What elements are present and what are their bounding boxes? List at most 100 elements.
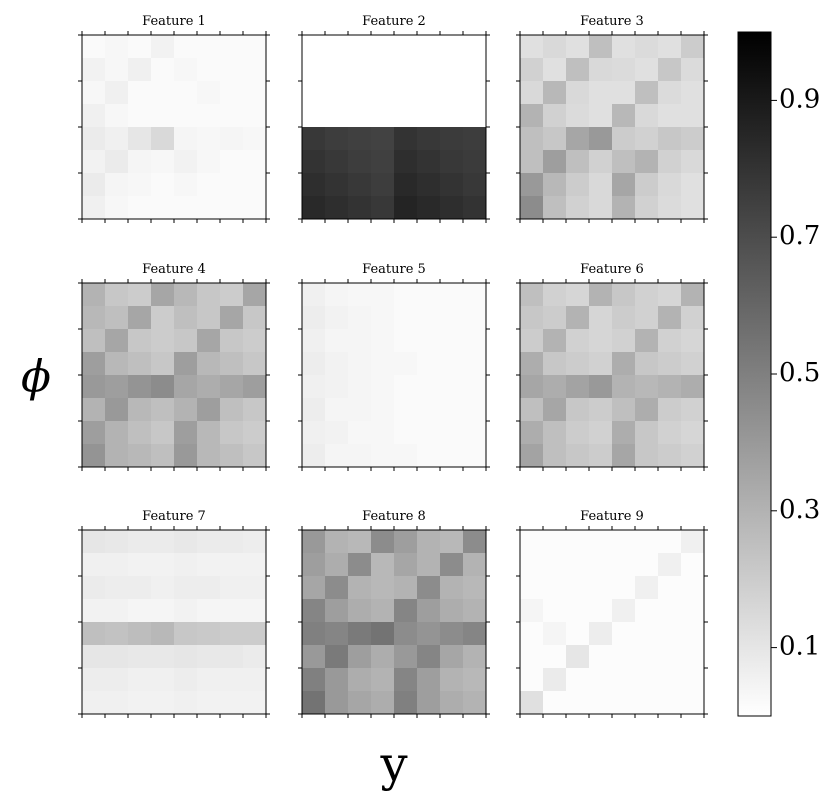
cell [128,104,152,128]
cell [543,576,567,600]
cell [394,622,418,646]
cell [394,150,418,174]
cell [371,306,395,330]
panel-title: Feature 5 [362,262,426,277]
cell [348,104,372,128]
cell [105,398,129,422]
cell [543,127,567,151]
cell [174,58,198,82]
cell [325,375,349,399]
cell [348,421,372,445]
cell [82,329,106,353]
cell [681,127,705,151]
cell [128,553,152,577]
cell [82,599,106,623]
cell [174,283,198,307]
cell [417,668,441,692]
cell [82,58,106,82]
cell [440,375,464,399]
cell [174,306,198,330]
cell [520,81,544,105]
cell [174,530,198,554]
cell [635,421,659,445]
cell [681,306,705,330]
cell [658,352,682,376]
cell [543,622,567,646]
cell [543,58,567,82]
cell [520,530,544,554]
cell [151,622,175,646]
cell [543,150,567,174]
cell [197,553,221,577]
cell [463,645,487,669]
cell [302,35,326,59]
cell [348,668,372,692]
cell [82,352,106,376]
cell [371,622,395,646]
cell [82,173,106,197]
cell [197,150,221,174]
cell [440,127,464,151]
cell [325,127,349,151]
cell [174,35,198,59]
cell [612,375,636,399]
cell [197,352,221,376]
panel-title: Feature 8 [362,509,426,524]
cell [440,530,464,554]
cell [128,576,152,600]
cell [566,576,590,600]
cell [566,668,590,692]
cell [635,196,659,220]
cell [197,329,221,353]
cell [658,553,682,577]
cell [220,599,244,623]
cell [325,645,349,669]
cell [520,398,544,422]
cell [348,196,372,220]
cell [394,306,418,330]
cell [612,421,636,445]
cell [463,444,487,468]
cell [543,104,567,128]
y-axis-label: ϕ [21,352,51,403]
cell [520,35,544,59]
cell [105,173,129,197]
cell [681,691,705,715]
cell [220,104,244,128]
cell [658,599,682,623]
panel-title: Feature 7 [142,509,206,524]
cell [566,530,590,554]
cell [128,352,152,376]
cell [589,283,613,307]
cell [440,35,464,59]
cell [197,104,221,128]
cell [394,81,418,105]
cell [128,622,152,646]
cell [635,691,659,715]
cell [325,398,349,422]
cell [82,196,106,220]
cell [417,553,441,577]
cell [348,127,372,151]
cell [658,196,682,220]
cell [589,58,613,82]
cell [82,306,106,330]
cell [463,553,487,577]
cell [589,668,613,692]
cell [197,35,221,59]
cell [589,104,613,128]
cell [302,398,326,422]
cell [543,173,567,197]
cell [151,668,175,692]
cell [128,444,152,468]
cell [543,35,567,59]
cell [325,150,349,174]
cell [302,645,326,669]
cell [302,553,326,577]
cell [589,81,613,105]
cell [566,329,590,353]
cell [543,375,567,399]
cell [394,375,418,399]
cell [243,398,267,422]
cell [105,150,129,174]
